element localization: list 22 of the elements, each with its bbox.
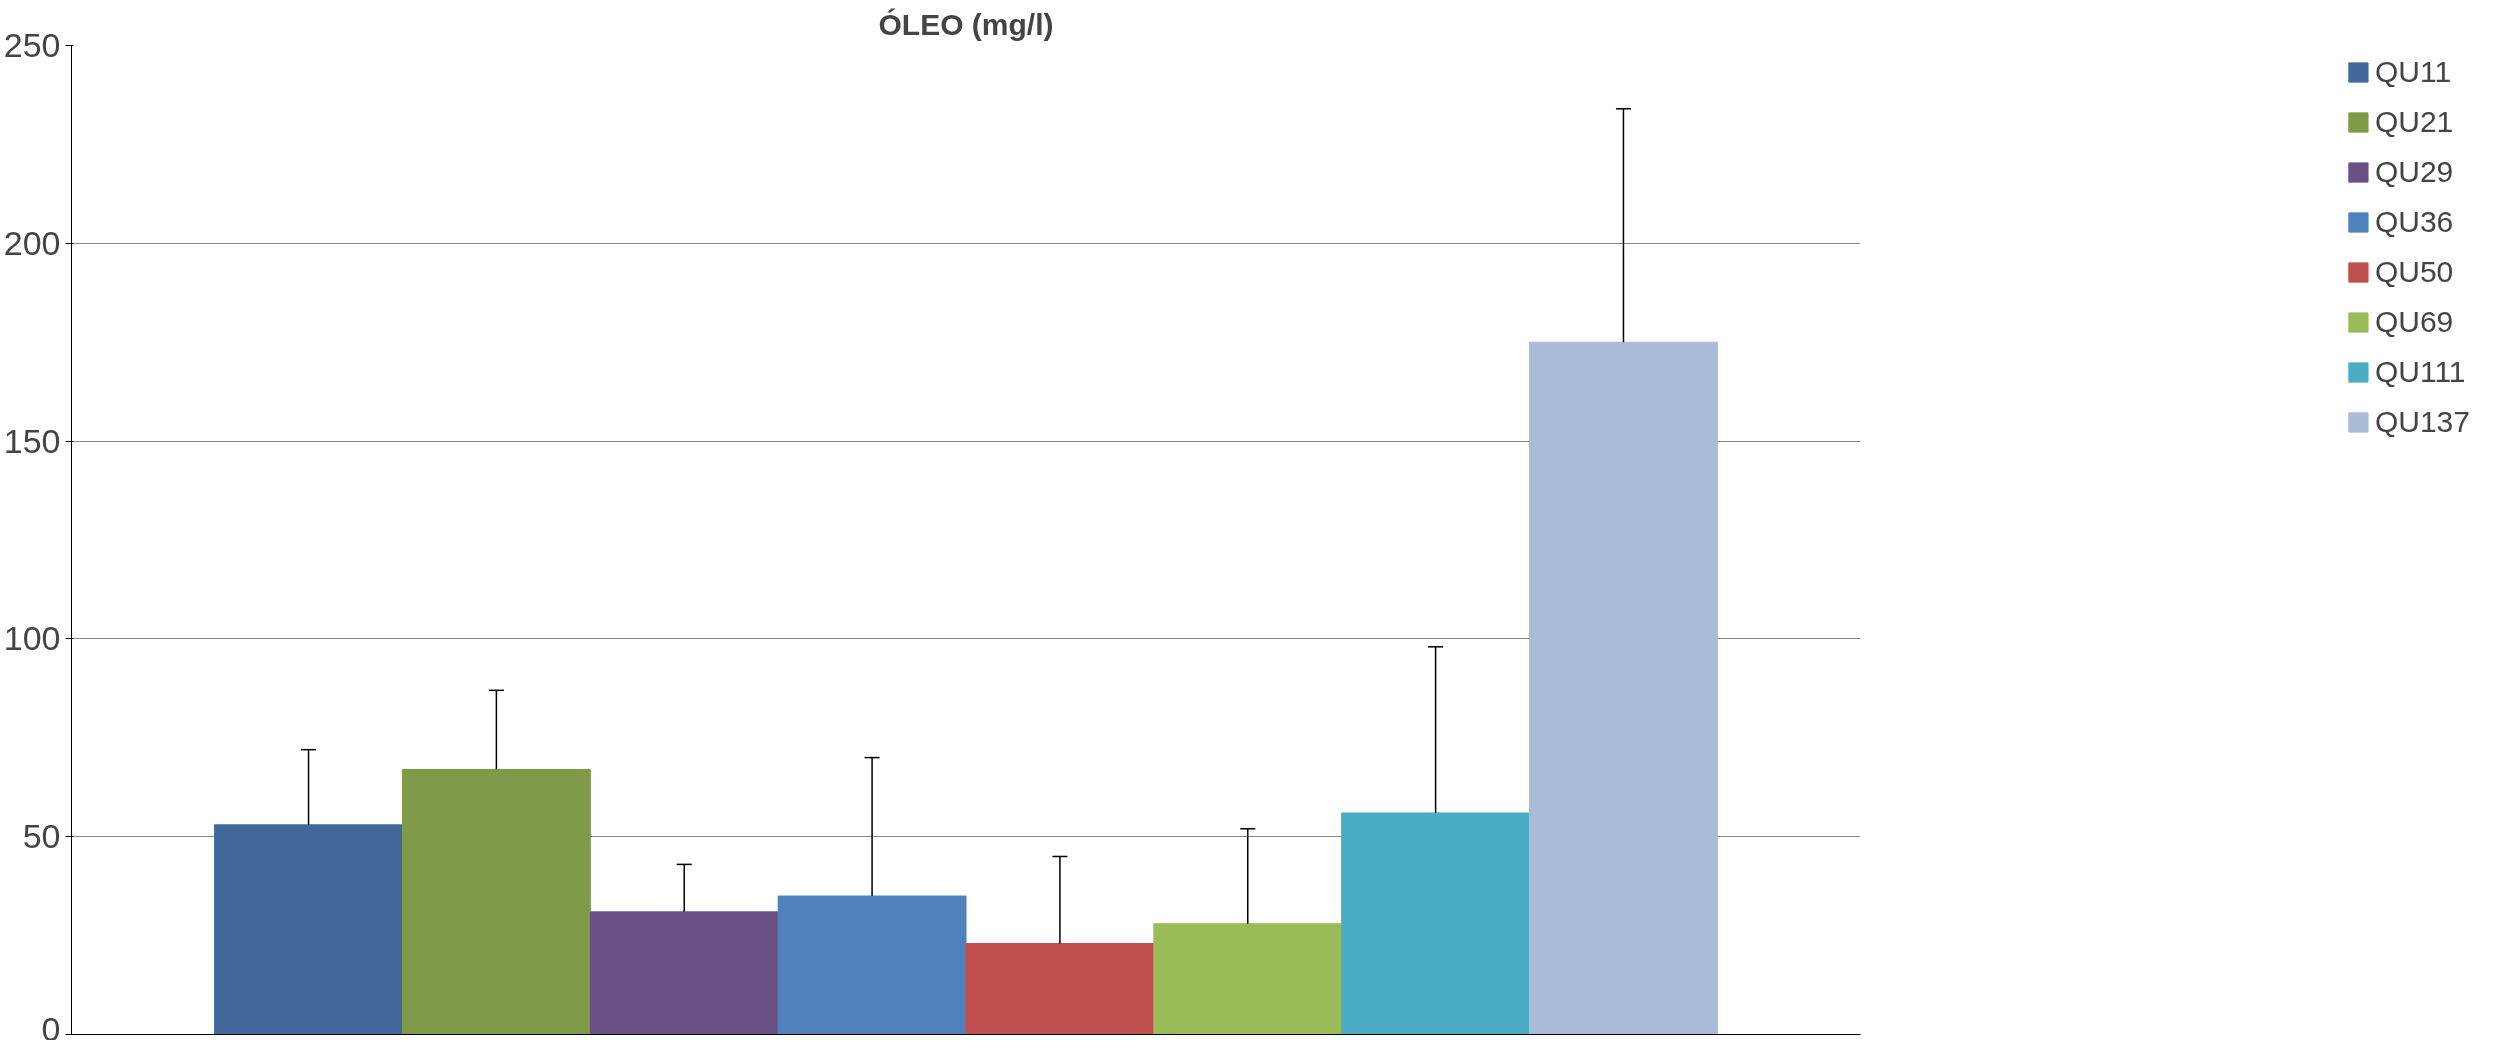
chart-title: ÓLEO (mg/l) <box>878 7 1054 41</box>
y-tick-label: 100 <box>3 619 61 658</box>
legend-label: QU69 <box>2374 305 2454 339</box>
legend-label: QU29 <box>2374 155 2454 189</box>
bar <box>214 824 403 1035</box>
bar <box>589 911 779 1035</box>
y-tick-label: 50 <box>22 817 61 856</box>
legend-label: QU111 <box>2374 355 2466 389</box>
y-tick-label: 200 <box>3 223 61 262</box>
bar <box>1153 923 1343 1035</box>
legend-label: QU50 <box>2374 255 2454 289</box>
legend-label: QU137 <box>2374 405 2470 439</box>
y-tick-label: 150 <box>3 421 61 460</box>
legend-label: QU36 <box>2374 205 2454 239</box>
legend-label: QU11 <box>2374 55 2452 89</box>
bar <box>777 895 967 1035</box>
y-tick-label: 250 <box>3 26 61 64</box>
bar <box>1529 341 1718 1035</box>
bar <box>1341 812 1531 1035</box>
legend-label: QU21 <box>2374 105 2454 139</box>
bar <box>401 768 591 1035</box>
bar <box>965 943 1155 1035</box>
